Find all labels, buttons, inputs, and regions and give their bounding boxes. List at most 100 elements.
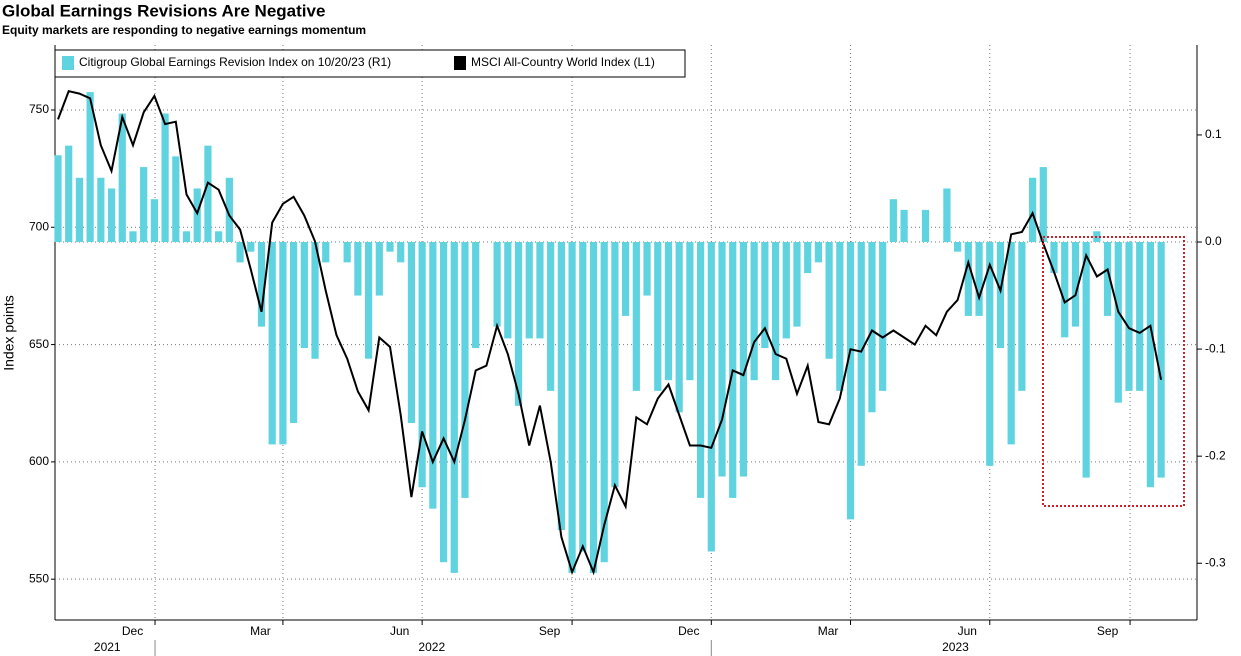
bar — [825, 242, 833, 359]
y2-tick-label: -0.3 — [1205, 555, 1226, 569]
bar — [504, 242, 512, 339]
bar — [247, 242, 255, 252]
bar — [996, 242, 1005, 349]
bar — [900, 209, 908, 243]
bar — [161, 113, 169, 243]
bar — [675, 242, 683, 413]
legend-swatch — [454, 56, 466, 70]
bar — [793, 242, 801, 327]
x-tick-label: Jun — [390, 624, 409, 638]
y2-tick-label: 0.0 — [1205, 234, 1222, 248]
bar — [290, 242, 298, 423]
bar — [407, 242, 416, 423]
bar — [354, 242, 362, 296]
legend — [54, 49, 686, 78]
bar — [65, 145, 73, 243]
bar — [547, 242, 555, 391]
bar — [654, 242, 662, 391]
bar — [343, 242, 351, 263]
bar — [782, 242, 790, 339]
bar — [1071, 242, 1080, 327]
y2-tick-label: -0.2 — [1205, 448, 1226, 462]
bar — [268, 242, 276, 445]
bar — [1103, 242, 1112, 316]
bar — [493, 242, 501, 327]
bar — [300, 242, 308, 349]
bar — [921, 209, 930, 243]
y-tick-label: 750 — [29, 102, 49, 116]
x-tick-label: Jun — [958, 624, 977, 638]
chart-subtitle: Equity markets are responding to negativ… — [2, 23, 366, 37]
bar — [589, 242, 598, 573]
bar — [1146, 242, 1155, 488]
bar — [964, 242, 972, 316]
bar — [986, 242, 994, 466]
x-tick-label: Sep — [539, 624, 561, 638]
bar — [118, 113, 126, 243]
bar — [439, 242, 448, 563]
bar — [225, 177, 233, 243]
x-tick-label: Dec — [122, 624, 143, 638]
bar — [107, 188, 116, 243]
chart-title: Global Earnings Revisions Are Negative — [2, 1, 325, 20]
highlight-box — [1042, 236, 1185, 507]
y-axis-label: Index points — [1, 295, 17, 371]
bar — [418, 242, 426, 488]
bar — [600, 242, 608, 563]
x-tick-label: Dec — [678, 624, 699, 638]
bar — [611, 242, 619, 488]
bar — [322, 242, 330, 263]
bar — [375, 242, 383, 296]
bar — [1029, 177, 1037, 243]
line — [57, 90, 1163, 576]
bar — [761, 242, 769, 349]
bar — [622, 242, 630, 316]
bar — [643, 242, 651, 296]
bar — [461, 242, 469, 498]
x-tick-label: Mar — [818, 624, 839, 638]
bar — [172, 156, 180, 243]
bar — [1157, 242, 1165, 478]
bar — [632, 242, 640, 391]
year-label: 2023 — [942, 640, 969, 654]
y2-tick-label: 0.1 — [1205, 127, 1222, 141]
bar — [204, 145, 212, 243]
bar — [236, 242, 244, 263]
bar — [836, 242, 844, 391]
bar — [814, 242, 823, 263]
year-label: 2022 — [418, 640, 445, 654]
bar — [696, 242, 705, 498]
x-tick-label: Mar — [250, 624, 271, 638]
plot-area — [55, 45, 1197, 620]
x-tick-label: Sep — [1097, 624, 1119, 638]
bar — [215, 231, 223, 243]
bar — [804, 242, 812, 274]
year-label: 2021 — [94, 640, 121, 654]
bar — [1018, 242, 1026, 391]
legend-label: Citigroup Global Earnings Revision Index… — [79, 55, 391, 69]
bar — [707, 242, 715, 552]
bar — [868, 242, 876, 413]
bar — [568, 242, 576, 573]
bar — [97, 177, 105, 243]
bar — [514, 242, 523, 406]
bar — [954, 242, 962, 252]
legend-label: MSCI All-Country World Index (L1) — [471, 55, 655, 69]
bar — [857, 242, 865, 466]
bar — [54, 155, 62, 243]
legend-swatch — [62, 56, 74, 70]
bar — [718, 242, 726, 477]
bar — [750, 242, 758, 381]
bar — [664, 242, 673, 381]
bar — [739, 242, 748, 477]
bar — [536, 242, 544, 339]
bar — [364, 242, 373, 359]
bar — [1125, 242, 1133, 391]
bar — [975, 242, 983, 316]
y-tick-label: 600 — [29, 454, 49, 468]
bar — [557, 242, 565, 531]
bar — [889, 199, 897, 243]
bar — [1082, 242, 1090, 478]
bar — [525, 242, 533, 339]
